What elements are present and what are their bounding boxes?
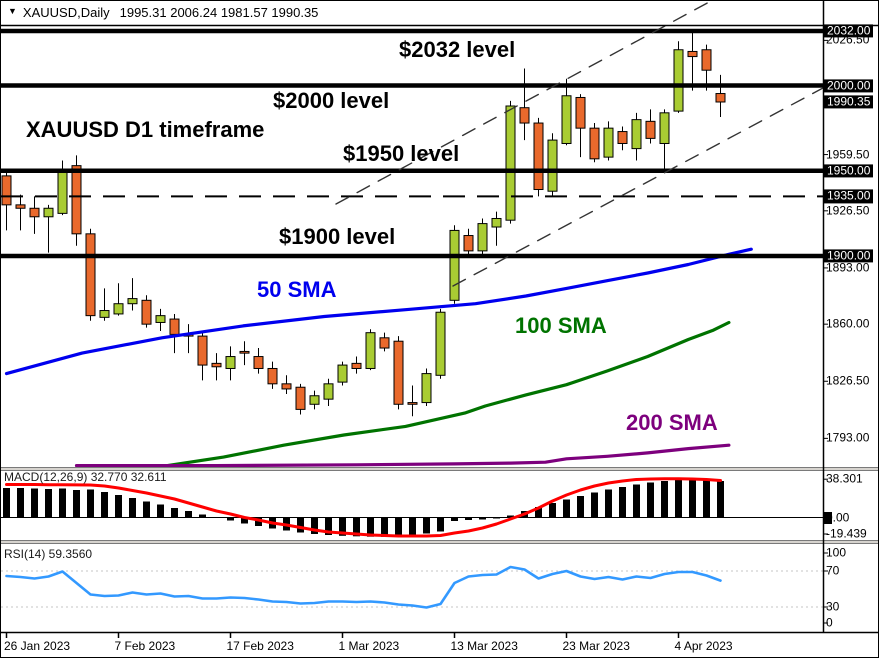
candle-14-Feb <box>183 324 194 354</box>
candle-17-Mar <box>505 100 516 224</box>
candle-6-Apr <box>701 44 712 91</box>
axis-label-100: 100 <box>826 545 847 560</box>
level-1950-label: $1950 level <box>343 141 460 166</box>
candle-27-Feb <box>309 390 320 410</box>
axis-label-30: 30 <box>826 599 840 614</box>
date-label-13-Mar-2023: 13 Mar 2023 <box>450 639 518 653</box>
axis-label-1959.50: 1959.50 <box>826 146 870 161</box>
rsi-indicator-label: RSI(14) 59.3560 <box>4 547 93 561</box>
candle-26-Jan <box>1 172 12 231</box>
level-2032-label: $2032 level <box>399 37 516 62</box>
candle-10-Apr <box>715 74 726 117</box>
candle-8-Mar <box>407 385 418 417</box>
macd-indicator-label: MACD(12,26,9) 32.770 32.611 <box>4 470 167 484</box>
date-label-17-Feb-2023: 17 Feb 2023 <box>226 639 294 653</box>
axis-label-1793.00: 1793.00 <box>826 430 870 445</box>
date-label-26-Jan-2023: 26 Jan 2023 <box>4 639 71 653</box>
candle-10-Feb <box>155 308 166 331</box>
candle-29-Mar <box>617 126 628 151</box>
candle-31-Jan <box>43 204 54 253</box>
candle-7-Mar <box>393 336 404 410</box>
candle-4-Apr <box>673 41 684 113</box>
level-1900-label: $1900 level <box>279 224 396 249</box>
price-label-highlighted-1990.35: 1990.35 <box>824 95 874 109</box>
candle-13-Feb <box>169 313 180 354</box>
candle-21-Mar <box>533 117 544 197</box>
axis-label-2026.50: 2026.50 <box>826 32 870 47</box>
candle-24-Feb <box>295 383 306 415</box>
price-label-highlighted-1900.00: 1900.00 <box>824 249 874 263</box>
candle-23-Mar <box>561 78 572 146</box>
candle-3-Mar <box>365 329 376 371</box>
candle-14-Mar <box>463 228 474 256</box>
rsi-pane[interactable] <box>1 565 823 609</box>
candle-9-Feb <box>141 295 152 328</box>
candle-10-Mar <box>435 308 446 379</box>
date-label-1-Mar-2023: 1 Mar 2023 <box>338 639 400 653</box>
candle-16-Mar <box>491 211 502 246</box>
macd-zero-marker <box>823 511 832 524</box>
axis-label-1893.00: 1893.00 <box>826 260 870 275</box>
candle-20-Feb <box>239 341 250 366</box>
candle-13-Mar <box>449 225 460 304</box>
candle-27-Mar <box>589 123 600 163</box>
chart-title-bar: ▼ XAUUSD,Daily 1995.31 2006.24 1981.57 199… <box>1 1 878 25</box>
axis-label-1826.50: 1826.50 <box>826 373 870 388</box>
candle-28-Feb <box>323 378 334 406</box>
symbol-period-label: XAUUSD,Daily <box>22 5 110 20</box>
axis-label-0: 0 <box>826 615 833 630</box>
price-label-highlighted-2000.00: 2000.00 <box>824 78 874 93</box>
axis-label-1860.00: 1860.00 <box>826 316 870 331</box>
candle-15-Mar <box>477 218 488 255</box>
chevron-down-icon[interactable]: ▼ <box>8 6 17 16</box>
candles-layer <box>1 31 726 417</box>
candle-28-Mar <box>603 121 614 161</box>
candle-3-Apr <box>659 109 670 170</box>
candle-5-Apr <box>687 31 698 91</box>
candle-1-Mar <box>337 361 348 386</box>
candle-9-Mar <box>421 368 432 406</box>
date-label-23-Mar-2023: 23 Mar 2023 <box>562 639 630 653</box>
candle-23-Feb <box>281 375 292 395</box>
candle-31-Mar <box>645 109 656 144</box>
timeframe-label: XAUUSD D1 timeframe <box>26 117 265 142</box>
candle-22-Feb <box>267 361 278 389</box>
level-2000-label: $2000 level <box>273 88 390 113</box>
candle-27-Jan <box>15 194 26 231</box>
sma100-label: 100 SMA <box>515 313 607 338</box>
candle-24-Mar <box>575 94 586 158</box>
candle-16-Feb <box>211 353 222 381</box>
candle-15-Feb <box>197 330 208 381</box>
sma50-label: 50 SMA <box>257 277 337 302</box>
candle-17-Feb <box>225 346 236 381</box>
candle-21-Feb <box>253 348 264 374</box>
sma200-label: 200 SMA <box>626 410 718 435</box>
price-label-highlighted-1950.00: 1950.00 <box>824 163 874 178</box>
date-label-7-Feb-2023: 7 Feb 2023 <box>114 639 176 653</box>
candle-3-Feb <box>85 228 96 321</box>
candle-30-Jan <box>29 196 40 234</box>
candle-7-Feb <box>113 283 124 316</box>
candle-20-Mar <box>519 68 530 141</box>
axis-label--19.439: -19.439 <box>826 526 867 541</box>
ohlc-readout: 1995.31 2006.24 1981.57 1990.35 <box>119 5 319 20</box>
axis-label-1926.50: 1926.50 <box>826 203 870 218</box>
candle-6-Feb <box>99 288 110 321</box>
candle-30-Mar <box>631 112 642 161</box>
axis-label-38.301: 38.301 <box>826 471 863 486</box>
price-label-highlighted-1935.00: 1935.00 <box>824 189 874 203</box>
main-price-pane[interactable] <box>1 1 823 467</box>
date-label-4-Apr-2023: 4 Apr 2023 <box>674 639 733 653</box>
candle-22-Mar <box>547 133 558 197</box>
candle-2-Mar <box>351 356 362 374</box>
candle-8-Feb <box>127 278 138 311</box>
price-label-highlighted-2032.00: 2032.00 <box>824 24 874 38</box>
axis-label-70: 70 <box>826 563 840 578</box>
macd-pane[interactable] <box>1 477 823 538</box>
candle-6-Mar <box>379 332 390 352</box>
